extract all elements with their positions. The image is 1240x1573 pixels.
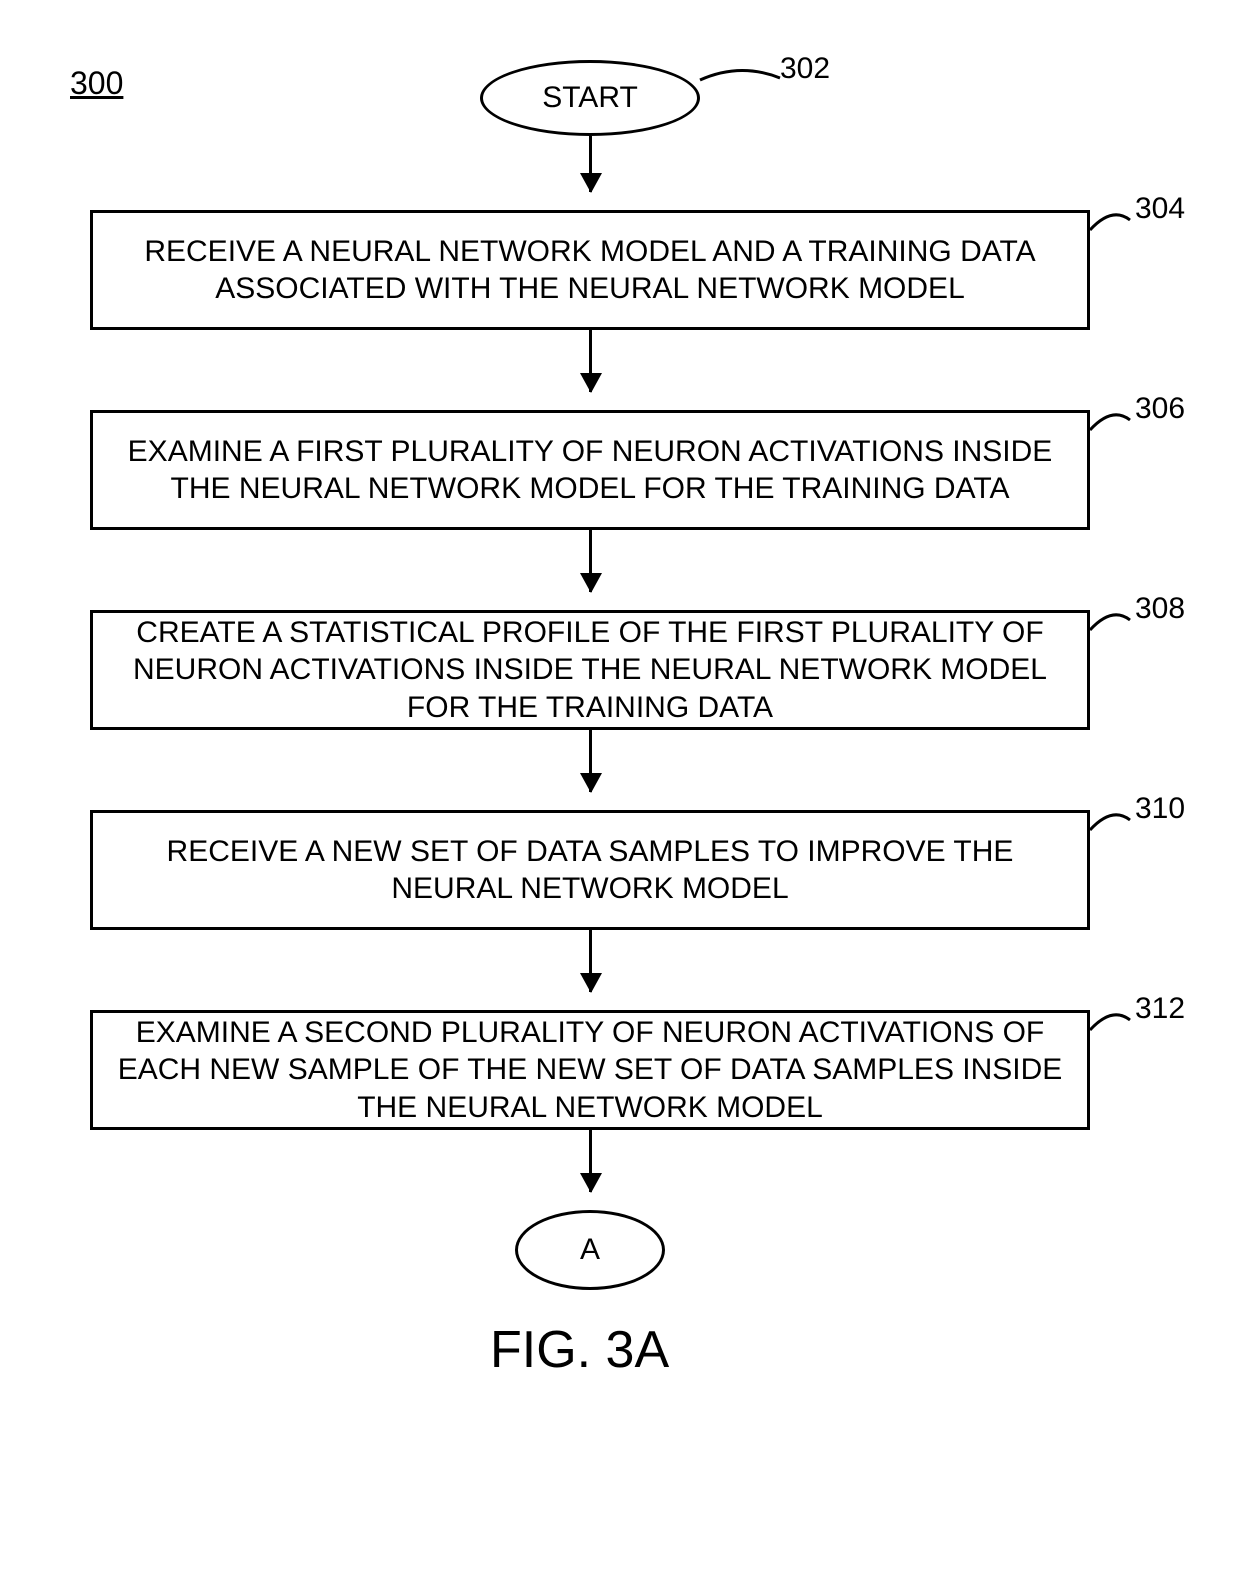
- ref-304: 304: [1135, 192, 1185, 226]
- connector-a: A: [515, 1210, 665, 1290]
- process-step3: CREATE A STATISTICAL PROFILE OF THE FIRS…: [90, 610, 1090, 730]
- arrow-2: [589, 530, 592, 592]
- arrow-4: [589, 930, 592, 992]
- ref-302: 302: [780, 52, 830, 86]
- arrow-3: [589, 730, 592, 792]
- process-step3-label: CREATE A STATISTICAL PROFILE OF THE FIRS…: [107, 614, 1073, 727]
- terminator-start: START: [480, 60, 700, 136]
- process-step1: RECEIVE A NEURAL NETWORK MODEL AND A TRA…: [90, 210, 1090, 330]
- ref-310: 310: [1135, 792, 1185, 826]
- arrow-5: [589, 1130, 592, 1192]
- connector-a-label: A: [580, 1233, 600, 1267]
- arrow-0: [589, 136, 592, 192]
- ref-308: 308: [1135, 592, 1185, 626]
- process-step4: RECEIVE A NEW SET OF DATA SAMPLES TO IMP…: [90, 810, 1090, 930]
- terminator-start-label: START: [542, 81, 638, 115]
- ref-306: 306: [1135, 392, 1185, 426]
- process-step2-label: EXAMINE A FIRST PLURALITY OF NEURON ACTI…: [107, 433, 1073, 508]
- sheet-number: 300: [70, 65, 123, 102]
- arrow-1: [589, 330, 592, 392]
- process-step5-label: EXAMINE A SECOND PLURALITY OF NEURON ACT…: [107, 1014, 1073, 1127]
- figure-label: FIG. 3A: [490, 1320, 669, 1380]
- process-step5: EXAMINE A SECOND PLURALITY OF NEURON ACT…: [90, 1010, 1090, 1130]
- process-step1-label: RECEIVE A NEURAL NETWORK MODEL AND A TRA…: [107, 233, 1073, 308]
- process-step2: EXAMINE A FIRST PLURALITY OF NEURON ACTI…: [90, 410, 1090, 530]
- process-step4-label: RECEIVE A NEW SET OF DATA SAMPLES TO IMP…: [107, 833, 1073, 908]
- ref-312: 312: [1135, 992, 1185, 1026]
